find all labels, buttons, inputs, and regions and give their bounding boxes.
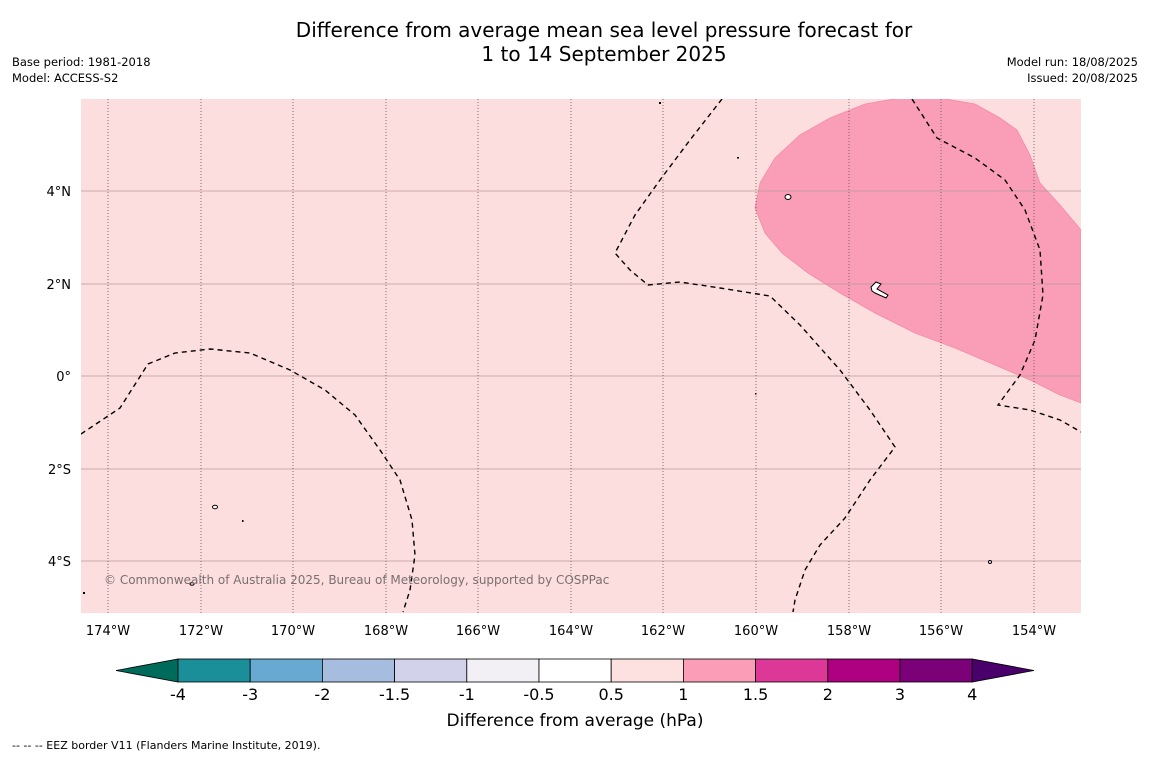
colorbar-segment <box>755 658 829 683</box>
colorbar <box>115 658 1035 683</box>
colorbar-segment <box>249 658 323 683</box>
colorbar-arrow-high <box>971 658 1035 683</box>
colorbar-tick-label: -1 <box>459 685 475 704</box>
colorbar-tick-label: 0.5 <box>598 685 623 704</box>
lat-gridlines <box>81 190 1081 562</box>
colorbar-segment <box>394 658 468 683</box>
colorbar-segment <box>610 658 684 683</box>
colorbar-tick-label: -4 <box>170 685 186 704</box>
colorbar-tick-label: -1.5 <box>379 685 410 704</box>
colorbar-segment <box>899 658 973 683</box>
colorbar-tick-label: -3 <box>242 685 258 704</box>
lon-tick-labels: 174°W 172°W 170°W 168°W 166°W 164°W 162°W 160°W… <box>86 624 1056 639</box>
footnote-eez: -- -- -- EEZ border V11 (Flanders Marine… <box>12 739 321 752</box>
copyright-text: © Commonwealth of Australia 2025, Bureau… <box>104 573 609 587</box>
island-small-a <box>212 504 218 510</box>
colorbar-segment <box>321 658 395 683</box>
eez-border-kiribati-gilbert <box>81 348 416 613</box>
lon-tick-label: 162°W <box>641 624 685 639</box>
title-line-2: 1 to 14 September 2025 <box>481 42 727 66</box>
lon-tick-label: 172°W <box>179 624 223 639</box>
island-kiritimati <box>870 281 889 299</box>
colorbar-tick-label: 3 <box>895 685 905 704</box>
colorbar-segment <box>177 658 251 683</box>
eez-border-line-islands <box>614 99 896 613</box>
lon-tick-label: 166°W <box>456 624 500 639</box>
colorbar-tick-label: 2 <box>823 685 833 704</box>
lon-tick-label: 168°W <box>364 624 408 639</box>
lat-tick-label: 0° <box>56 370 71 385</box>
lon-tick-label: 156°W <box>919 624 963 639</box>
lat-tick-labels: 4°N 2°N 0° 2°S 4°S <box>47 185 72 570</box>
island-small-c <box>988 560 992 564</box>
island-tabuaeran <box>784 194 792 200</box>
base-period: Base period: 1981-2018 <box>12 55 151 69</box>
colorbar-segment <box>683 658 757 683</box>
lon-tick-label: 164°W <box>549 624 593 639</box>
model-run: Model run: 18/08/2025 <box>1006 55 1138 69</box>
colorbar-segment <box>538 658 612 683</box>
pressure-anomaly-region <box>754 99 1081 404</box>
title-line-1: Difference from average mean sea level p… <box>295 18 913 42</box>
colorbar-tick-labels: -4 -3 -2 -1.5 -1 -0.5 0.5 1 1.5 2 3 4 <box>170 685 977 704</box>
lon-tick-label: 174°W <box>86 624 130 639</box>
meta-right: Model run: 18/08/2025 Issued: 20/08/2025 <box>1007 54 1138 86</box>
colorbar-tick-label: 4 <box>967 685 977 704</box>
lat-tick-label: 2°S <box>48 463 71 478</box>
lat-tick-label: 4°N <box>47 185 72 200</box>
meta-left: Base period: 1981-2018 Model: ACCESS-S2 <box>12 54 151 86</box>
island-small-b <box>189 582 195 586</box>
colorbar-tick-label: -2 <box>314 685 330 704</box>
colorbar-label: Difference from average (hPa) <box>447 711 704 731</box>
colorbar-tick-label: 1.5 <box>743 685 768 704</box>
eez-borders <box>81 99 1081 613</box>
lon-tick-label: 154°W <box>1012 624 1056 639</box>
colorbar-segment <box>466 658 540 683</box>
colorbar-tick-label: 1 <box>678 685 688 704</box>
islands <box>189 194 992 586</box>
issued-date: Issued: 20/08/2025 <box>1027 71 1138 85</box>
colorbar-segment <box>827 658 901 683</box>
lon-tick-label: 170°W <box>271 624 315 639</box>
lon-tick-label: 158°W <box>827 624 871 639</box>
colorbar-tick-label: -0.5 <box>523 685 554 704</box>
lat-tick-label: 4°S <box>48 555 71 570</box>
island-dots <box>83 102 757 594</box>
model-name: Model: ACCESS-S2 <box>12 71 119 85</box>
map-title: Difference from average mean sea level p… <box>0 18 1150 66</box>
lon-tick-label: 160°W <box>734 624 778 639</box>
lat-tick-label: 2°N <box>47 278 72 293</box>
colorbar-arrow-low <box>115 658 179 683</box>
